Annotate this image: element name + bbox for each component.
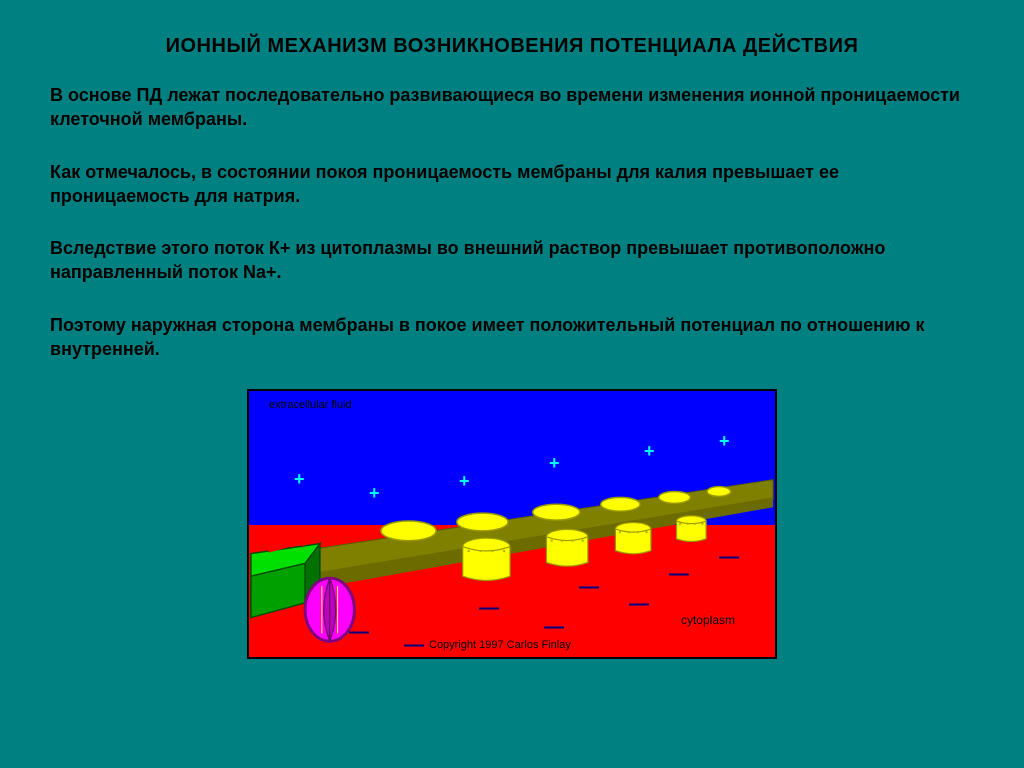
paragraph-3: Вследствие этого поток К+ из цитоплазмы … (50, 236, 974, 285)
plus-symbol: + (549, 453, 560, 474)
minus-symbol: — (479, 597, 501, 620)
page-title: ИОННЫЙ МЕХАНИЗМ ВОЗНИКНОВЕНИЯ ПОТЕНЦИАЛА… (0, 0, 1024, 58)
paragraph-4: Поэтому наружная сторона мембраны в поко… (50, 313, 974, 362)
minus-symbol: — (544, 616, 566, 639)
figure-container: extracellular fluid cytoplasm Copyright … (0, 389, 1024, 659)
minus-symbol: — (579, 576, 601, 599)
plus-symbol: + (719, 431, 730, 452)
paragraph-1: В основе ПД лежат последовательно развив… (50, 83, 974, 132)
minus-symbol: — (719, 546, 741, 569)
body-text: В основе ПД лежат последовательно развив… (0, 58, 1024, 361)
plus-symbol: + (294, 469, 305, 490)
minus-symbol: — (629, 593, 651, 616)
membrane-diagram: extracellular fluid cytoplasm Copyright … (247, 389, 777, 659)
minus-symbol: — (669, 563, 691, 586)
minus-symbol: — (404, 634, 426, 657)
plus-symbol: + (644, 441, 655, 462)
extracellular-label: extracellular fluid (269, 399, 352, 411)
minus-symbol: — (349, 621, 371, 644)
plus-symbol: + (369, 483, 380, 504)
paragraph-2: Как отмечалось, в состоянии покоя прониц… (50, 160, 974, 209)
cytoplasm-label: cytoplasm (681, 613, 735, 627)
figure-copyright: Copyright 1997 Carlos Finlay (429, 639, 571, 651)
plus-symbol: + (459, 471, 470, 492)
extracellular-region (249, 391, 775, 529)
cytoplasm-region (249, 525, 775, 657)
